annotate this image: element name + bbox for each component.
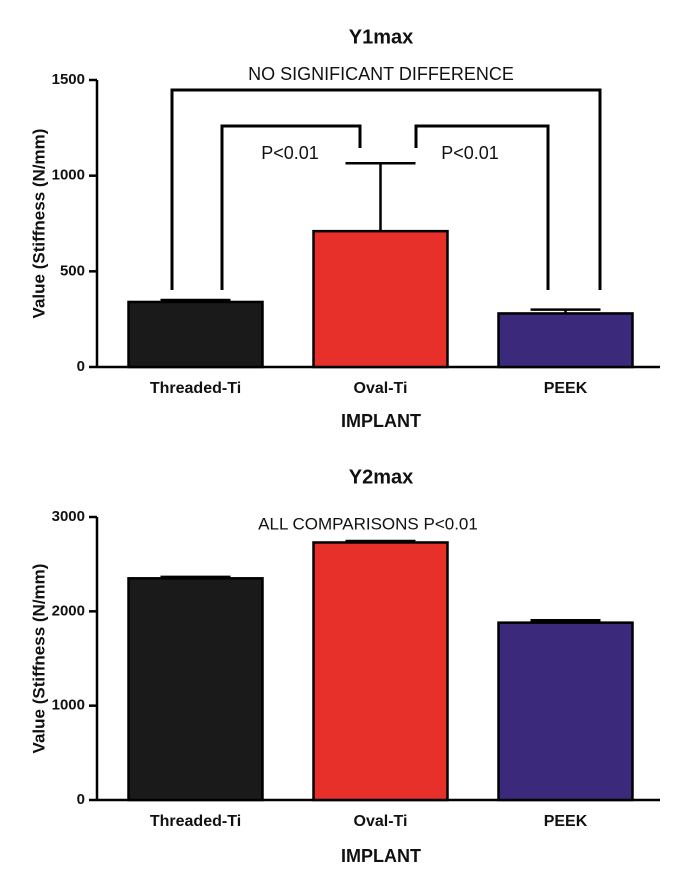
x-tick-label: PEEK — [544, 380, 588, 397]
bar — [127, 577, 264, 802]
annotation: P<0.01 — [261, 143, 319, 163]
bar — [497, 621, 634, 802]
bracket — [170, 88, 602, 290]
bar — [312, 229, 449, 369]
bracket-nsd — [170, 88, 602, 290]
y-tick-label: 0 — [77, 358, 85, 375]
x-tick-label: Threaded-Ti — [150, 380, 241, 397]
x-axis-label: IMPLANT — [341, 846, 421, 866]
y-axis-label: Value (Stiffness (N/mm) — [29, 129, 48, 319]
x-axis-label: IMPLANT — [341, 411, 421, 431]
y-tick-label: 2000 — [52, 602, 85, 619]
bar — [312, 541, 449, 802]
y-tick-label: 1500 — [52, 71, 85, 88]
y-tick-label: 3000 — [52, 508, 85, 525]
annotation: NO SIGNIFICANT DIFFERENCE — [248, 64, 514, 84]
x-tick-label: Oval-Ti — [354, 813, 408, 830]
chart-title: Y2max — [349, 466, 414, 488]
chart-title: Y1max — [349, 26, 414, 48]
bar — [127, 300, 264, 369]
y-tick-label: 500 — [60, 262, 85, 279]
bracket — [414, 124, 550, 290]
x-tick-label: Threaded-Ti — [150, 813, 241, 830]
bracket — [220, 124, 362, 290]
x-tick-label: Oval-Ti — [354, 380, 408, 397]
bar — [497, 312, 634, 369]
x-tick-label: PEEK — [544, 813, 588, 830]
y-tick-label: 0 — [77, 791, 85, 808]
y-axis-label: Value (Stiffness (N/mm) — [29, 564, 48, 754]
annotation: ALL COMPARISONS P<0.01 — [258, 514, 478, 533]
y-tick-label: 1000 — [52, 697, 85, 714]
y-tick-label: 1000 — [52, 167, 85, 184]
annotation: P<0.01 — [441, 143, 499, 163]
